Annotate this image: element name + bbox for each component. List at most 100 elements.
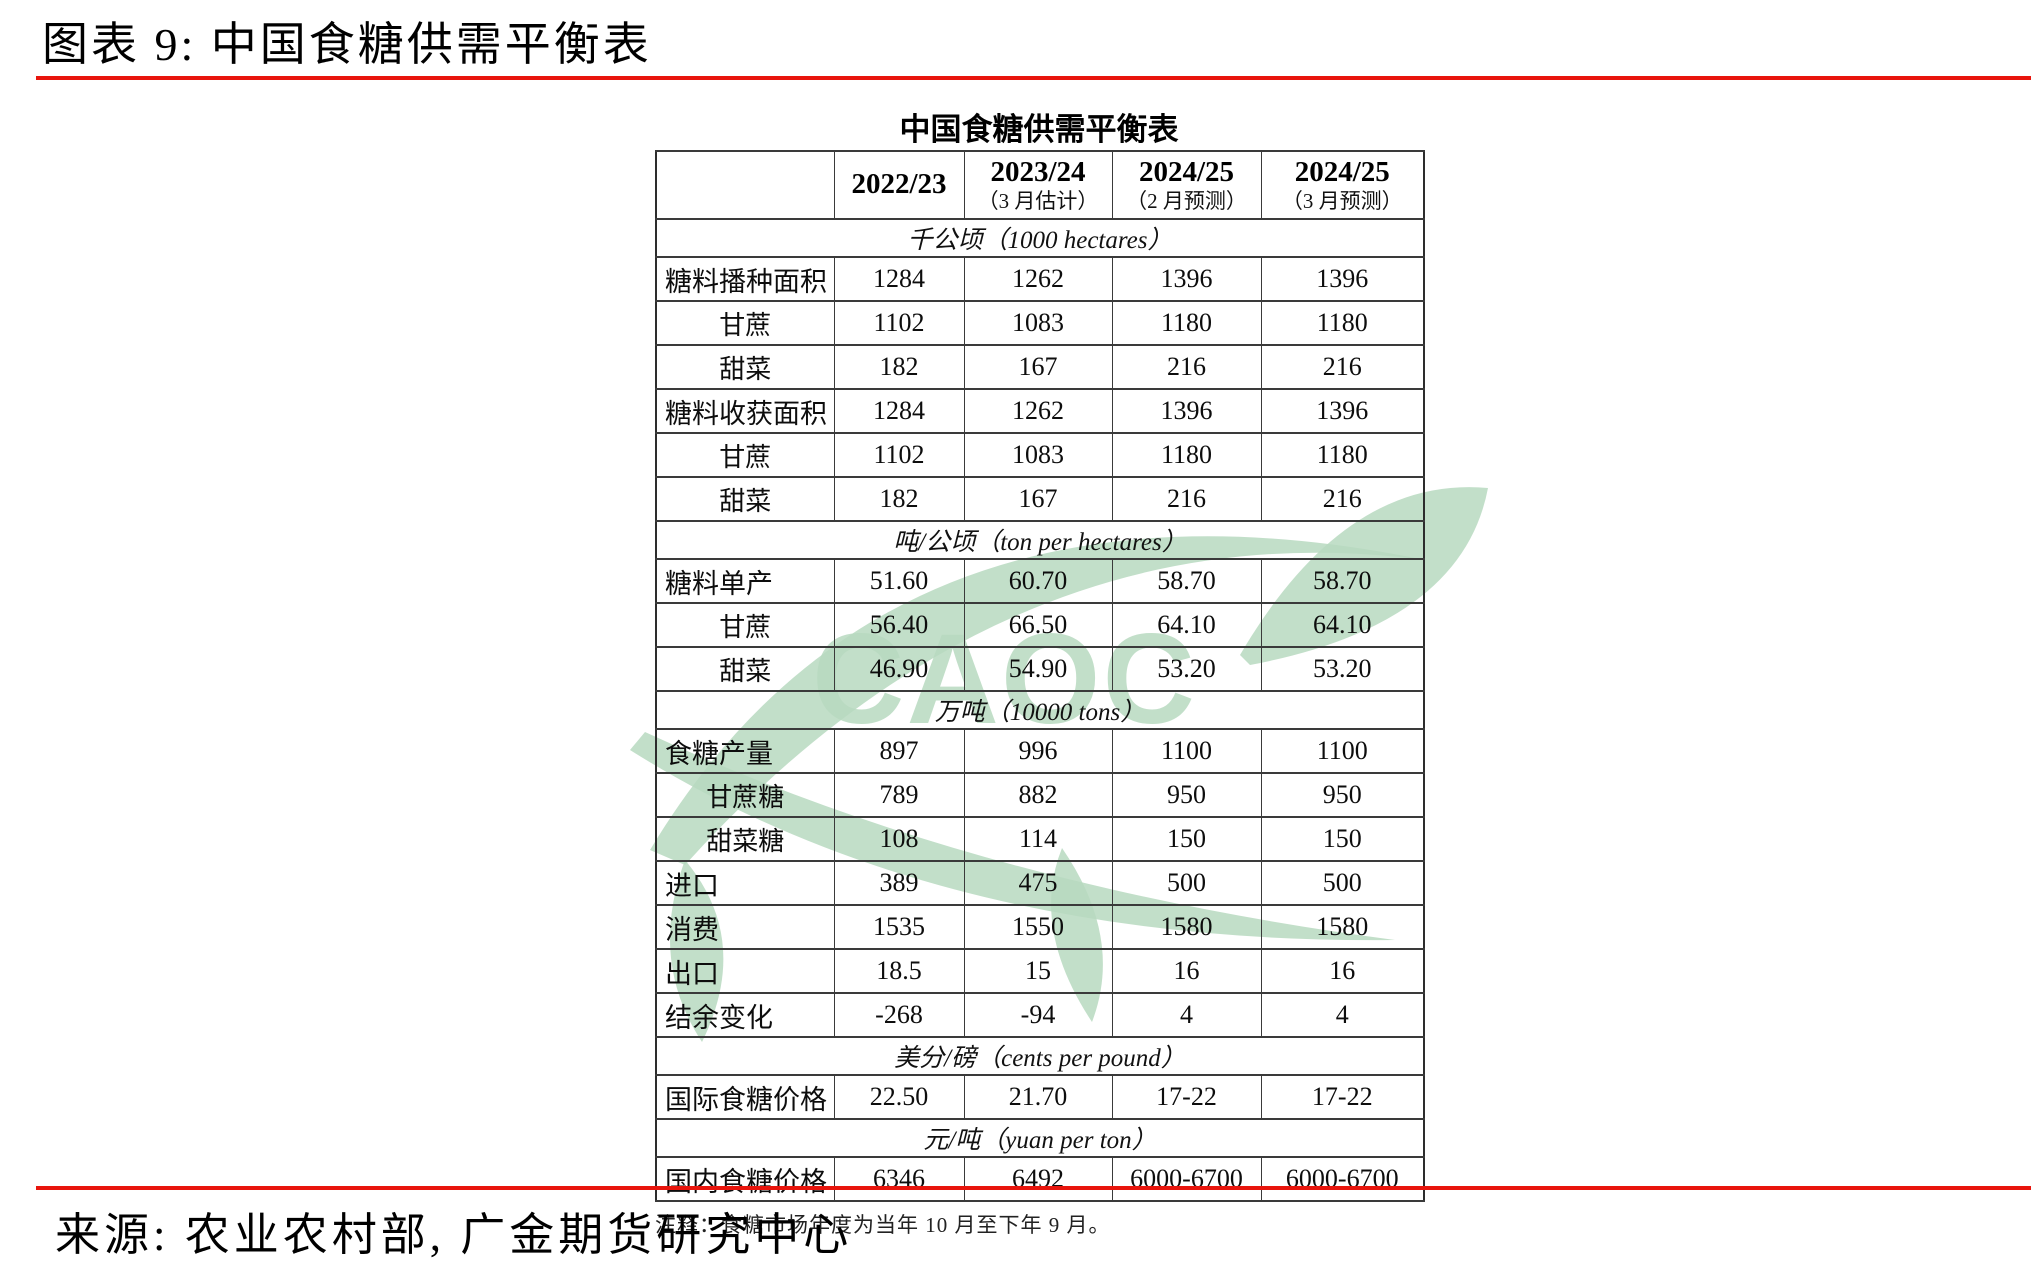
- value-cell: 1396: [1111, 256, 1262, 302]
- col-year: 2023/24: [990, 155, 1086, 188]
- col-header-2023-24: 2023/24 （3 月估计）: [963, 150, 1113, 220]
- row-label: 出口: [655, 948, 835, 994]
- value-cell: 1083: [963, 300, 1113, 346]
- value-cell: 897: [833, 728, 965, 774]
- table-row: 食糖产量 897 996 1100 1100: [655, 728, 1425, 774]
- value-cell: 6000-6700: [1111, 1156, 1262, 1202]
- value-cell: 58.70: [1111, 558, 1262, 604]
- figure-title: 图表 9: 中国食糖供需平衡表: [42, 19, 652, 70]
- table-row: 国际食糖价格 22.50 21.70 17-22 17-22: [655, 1074, 1425, 1120]
- value-cell: 6492: [963, 1156, 1113, 1202]
- value-cell: 950: [1260, 772, 1425, 818]
- value-cell: 4: [1111, 992, 1262, 1038]
- table-row: 糖料单产 51.60 60.70 58.70 58.70: [655, 558, 1425, 604]
- col-sub: （3 月估计）: [977, 189, 1099, 214]
- unit-label: 吨/公顷（ton per hectares）: [655, 520, 1425, 560]
- row-label: 甜菜: [655, 476, 835, 522]
- row-label: 甘蔗: [655, 432, 835, 478]
- value-cell: 53.20: [1111, 646, 1262, 692]
- value-cell: 1396: [1260, 388, 1425, 434]
- row-label: 结余变化: [655, 992, 835, 1038]
- value-cell: 882: [963, 772, 1113, 818]
- value-cell: 182: [833, 476, 965, 522]
- col-year: 2024/25: [1294, 155, 1390, 188]
- row-label: 甜菜糖: [655, 816, 835, 862]
- value-cell: 1180: [1111, 432, 1262, 478]
- value-cell: 1396: [1260, 256, 1425, 302]
- value-cell: 58.70: [1260, 558, 1425, 604]
- table-row: 甘蔗 56.40 66.50 64.10 64.10: [655, 602, 1425, 648]
- value-cell: 1102: [833, 432, 965, 478]
- value-cell: 16: [1111, 948, 1262, 994]
- value-cell: 150: [1260, 816, 1425, 862]
- value-cell: 56.40: [833, 602, 965, 648]
- value-cell: 1180: [1111, 300, 1262, 346]
- value-cell: 108: [833, 816, 965, 862]
- value-cell: 216: [1260, 344, 1425, 390]
- table-row: 糖料播种面积 1284 1262 1396 1396: [655, 256, 1425, 302]
- value-cell: 1100: [1111, 728, 1262, 774]
- value-cell: 4: [1260, 992, 1425, 1038]
- table-row: 消费 1535 1550 1580 1580: [655, 904, 1425, 950]
- unit-row: 万吨（10000 tons）: [655, 690, 1425, 730]
- value-cell: 950: [1111, 772, 1262, 818]
- value-cell: 21.70: [963, 1074, 1113, 1120]
- value-cell: 46.90: [833, 646, 965, 692]
- unit-row: 千公顷（1000 hectares）: [655, 218, 1425, 258]
- table-area: 中国食糖供需平衡表 2022/23 2023/24 （3 月估计）: [655, 104, 1425, 1239]
- value-cell: 475: [963, 860, 1113, 906]
- table-row: 甜菜 182 167 216 216: [655, 476, 1425, 522]
- value-cell: 389: [833, 860, 965, 906]
- value-cell: 64.10: [1260, 602, 1425, 648]
- value-cell: 1083: [963, 432, 1113, 478]
- row-label: 甘蔗糖: [655, 772, 835, 818]
- row-label: 甜菜: [655, 646, 835, 692]
- value-cell: 150: [1111, 816, 1262, 862]
- value-cell: 18.5: [833, 948, 965, 994]
- value-cell: 216: [1260, 476, 1425, 522]
- value-cell: 1284: [833, 256, 965, 302]
- col-year: 2024/25: [1138, 155, 1235, 188]
- value-cell: -268: [833, 992, 965, 1038]
- value-cell: 22.50: [833, 1074, 965, 1120]
- unit-row: 美分/磅（cents per pound）: [655, 1036, 1425, 1076]
- table-row: 出口 18.5 15 16 16: [655, 948, 1425, 994]
- value-cell: 500: [1260, 860, 1425, 906]
- unit-label: 千公顷（1000 hectares）: [655, 218, 1425, 258]
- table-row: 甜菜 182 167 216 216: [655, 344, 1425, 390]
- value-cell: 789: [833, 772, 965, 818]
- value-cell: 1396: [1111, 388, 1262, 434]
- value-cell: 66.50: [963, 602, 1113, 648]
- table-row: 甘蔗 1102 1083 1180 1180: [655, 300, 1425, 346]
- row-label: 糖料收获面积: [655, 388, 835, 434]
- col-year: 2022/23: [851, 168, 947, 201]
- unit-label: 元/吨（yuan per ton）: [655, 1118, 1425, 1158]
- value-cell: 167: [963, 344, 1113, 390]
- col-header-2024-25-feb: 2024/25 （2 月预测）: [1111, 150, 1262, 220]
- unit-row: 吨/公顷（ton per hectares）: [655, 520, 1425, 560]
- value-cell: 500: [1111, 860, 1262, 906]
- value-cell: 216: [1111, 344, 1262, 390]
- value-cell: 167: [963, 476, 1113, 522]
- value-cell: 1102: [833, 300, 965, 346]
- table-row: 糖料收获面积 1284 1262 1396 1396: [655, 388, 1425, 434]
- table-row: 甜菜 46.90 54.90 53.20 53.20: [655, 646, 1425, 692]
- bottom-divider-line: [36, 1186, 2031, 1190]
- table-footnote: 注释：食糖市场年度为当年 10 月至下年 9 月。: [655, 1213, 1111, 1237]
- col-header-2024-25-mar: 2024/25 （3 月预测）: [1260, 150, 1425, 220]
- unit-row: 元/吨（yuan per ton）: [655, 1118, 1425, 1158]
- row-label: 国内食糖价格: [655, 1156, 835, 1202]
- value-cell: 182: [833, 344, 965, 390]
- value-cell: -94: [963, 992, 1113, 1038]
- value-cell: 1535: [833, 904, 965, 950]
- value-cell: 6000-6700: [1260, 1156, 1425, 1202]
- table-row: 甘蔗 1102 1083 1180 1180: [655, 432, 1425, 478]
- value-cell: 1284: [833, 388, 965, 434]
- value-cell: 60.70: [963, 558, 1113, 604]
- row-label: 甘蔗: [655, 300, 835, 346]
- unit-label: 美分/磅（cents per pound）: [655, 1036, 1425, 1076]
- table-row: 国内食糖价格 6346 6492 6000-6700 6000-6700: [655, 1156, 1425, 1202]
- col-sub: （2 月预测）: [1126, 189, 1247, 214]
- value-cell: 1262: [963, 388, 1113, 434]
